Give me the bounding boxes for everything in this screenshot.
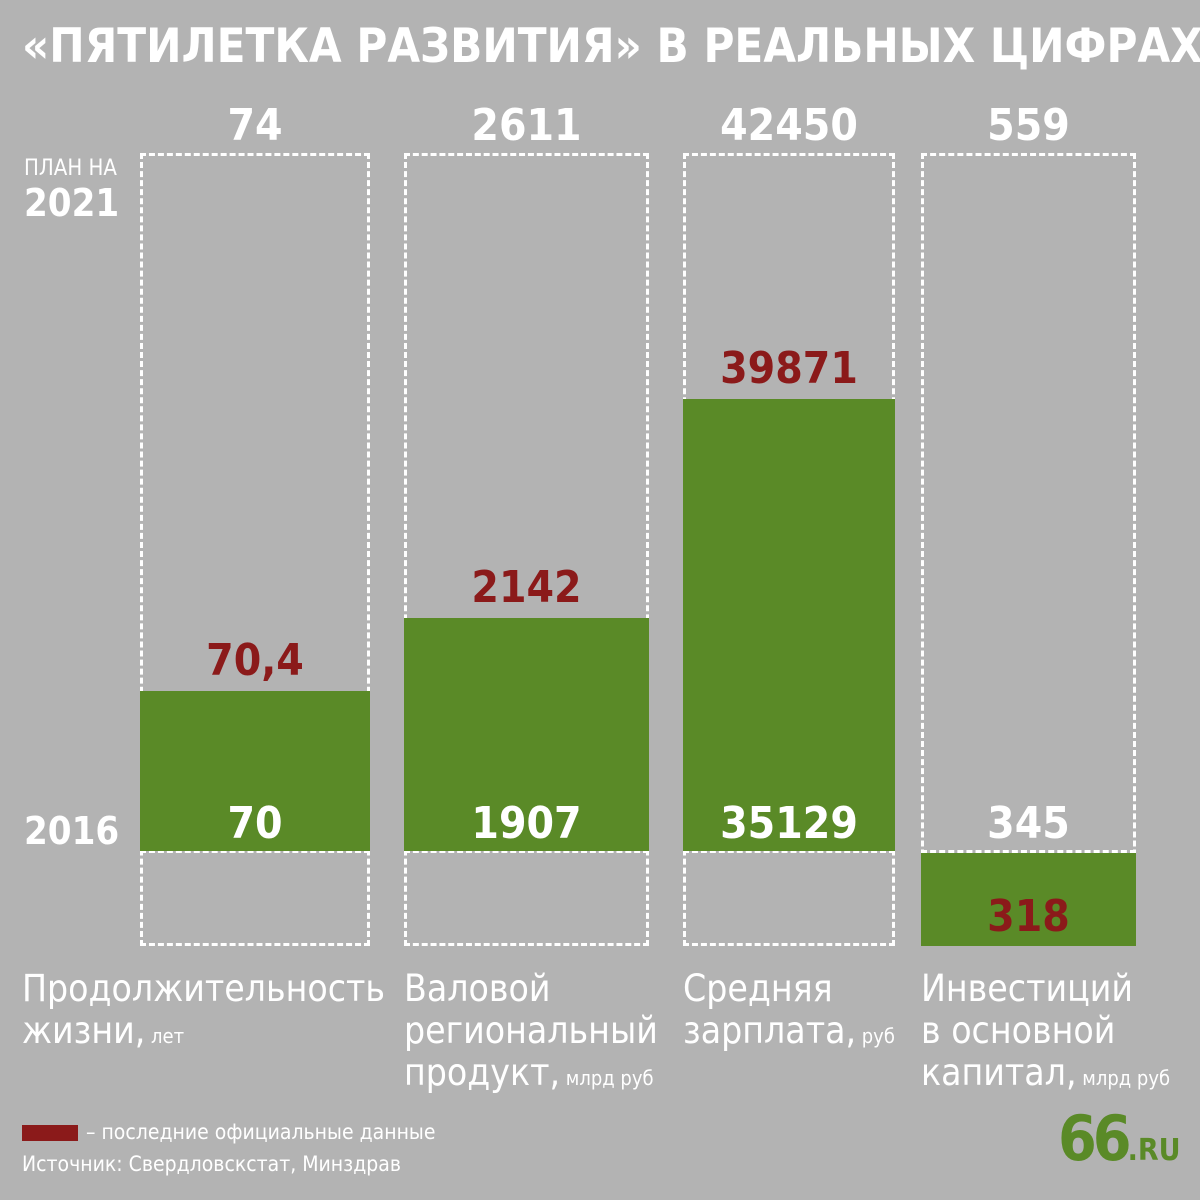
site-logo: 66.RU bbox=[1058, 1108, 1181, 1170]
unit-label: руб bbox=[856, 1024, 895, 1048]
target-frame bbox=[140, 153, 370, 946]
column-3: 42450 35129 39871 Средняя зарплата, руб bbox=[683, 0, 895, 1200]
base-value: 70 bbox=[227, 798, 283, 849]
target-value: 74 bbox=[227, 100, 283, 151]
plan-year-label: 2021 bbox=[24, 181, 120, 225]
source-note: Источник: Свердловскстат, Минздрав bbox=[22, 1152, 401, 1176]
baseline-2016 bbox=[404, 850, 649, 853]
base-value: 345 bbox=[987, 798, 1070, 849]
chart-title: «ПЯТИЛЕТКА РАЗВИТИЯ» В РЕАЛЬНЫХ ЦИФРАХ bbox=[22, 19, 1200, 74]
baseline-2016 bbox=[683, 850, 895, 853]
current-value: 318 bbox=[987, 891, 1070, 942]
target-frame bbox=[404, 153, 649, 946]
unit-label: млрд руб bbox=[1076, 1066, 1171, 1090]
column-4: 559 345 318 Инвестиций в основной капитал, мл… bbox=[921, 0, 1170, 1200]
target-value: 559 bbox=[987, 100, 1070, 151]
unit-label: лет bbox=[145, 1024, 185, 1048]
category-label: Валовой региональный продукт, млрд руб bbox=[404, 967, 658, 1094]
category-label: Средняя зарплата, руб bbox=[683, 967, 895, 1052]
legend-text: – последние официальные данные bbox=[86, 1120, 436, 1144]
base-value: 1907 bbox=[471, 798, 582, 849]
baseline-2016 bbox=[921, 850, 1136, 853]
current-value: 70,4 bbox=[206, 635, 304, 686]
current-value: 39871 bbox=[720, 342, 858, 394]
latest-value-bar bbox=[683, 398, 895, 851]
logo-number: 66 bbox=[1058, 1102, 1132, 1175]
base-year-label: 2016 bbox=[24, 809, 120, 853]
category-label: Инвестиций в основной капитал, млрд руб bbox=[921, 967, 1171, 1094]
latest-value-bar bbox=[404, 618, 649, 851]
category-label: Продолжительность жизни, лет bbox=[22, 967, 386, 1052]
current-value: 2142 bbox=[471, 562, 582, 613]
baseline-2016 bbox=[140, 850, 370, 853]
latest-value-bar bbox=[921, 853, 1136, 946]
logo-domain: .RU bbox=[1127, 1133, 1181, 1168]
base-value: 35129 bbox=[720, 798, 858, 849]
legend-swatch-latest bbox=[22, 1125, 78, 1141]
plan-label: ПЛАН НА bbox=[24, 156, 117, 181]
legend: – последние официальные данные bbox=[22, 1120, 435, 1144]
target-value: 42450 bbox=[720, 100, 858, 151]
column-1: 74 70 70,4 Продолжительность жизни, лет bbox=[22, 0, 385, 1200]
column-2: 2611 1907 2142 Валовой региональный продукт, … bbox=[404, 0, 658, 1200]
target-value: 2611 bbox=[471, 100, 582, 151]
unit-label: млрд руб bbox=[560, 1066, 654, 1090]
latest-value-bar bbox=[140, 691, 370, 851]
